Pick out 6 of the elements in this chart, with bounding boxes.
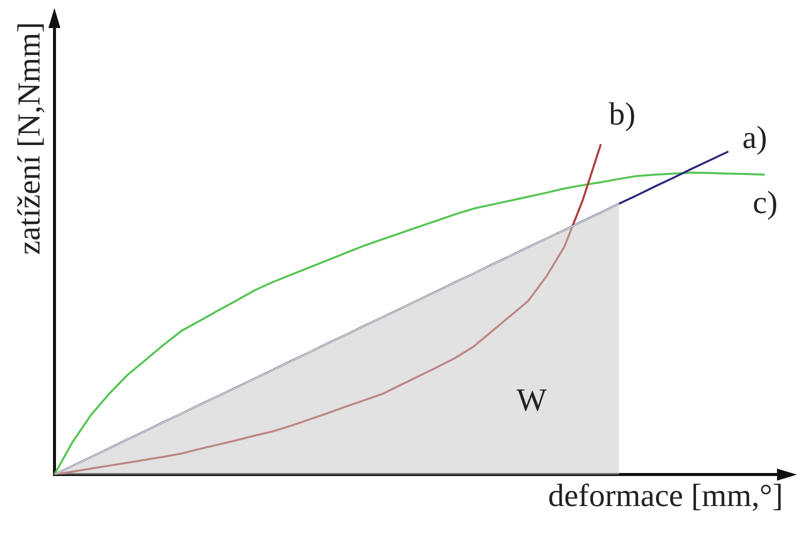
series-label: a) [742,118,768,155]
x-axis-title: deformace [mm,°] [548,477,783,514]
series-label: b) [608,96,636,132]
annotation: W [516,382,548,418]
series-label: c) [752,184,778,220]
y-axis-title: zatížení [N,Nmm] [10,22,47,255]
